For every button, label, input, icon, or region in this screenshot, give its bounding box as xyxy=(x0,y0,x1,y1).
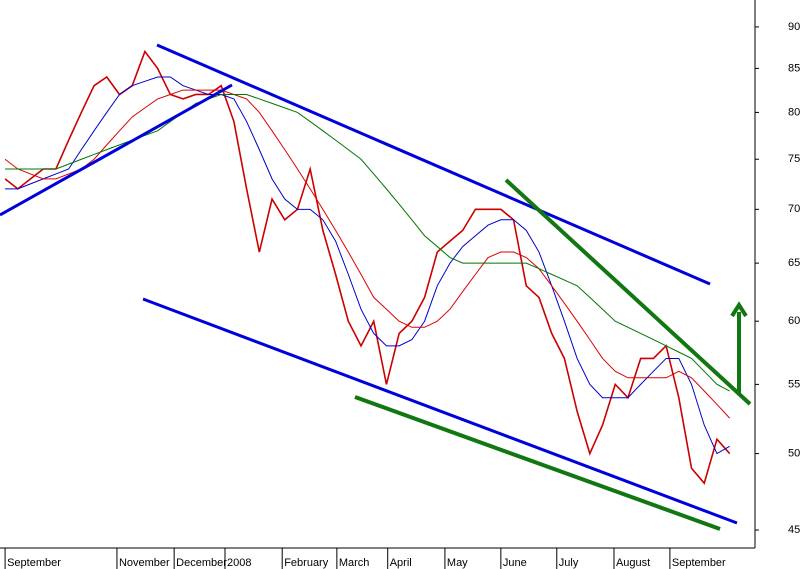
trend-line xyxy=(504,178,752,406)
moving-average xyxy=(4,89,731,419)
moving-average xyxy=(5,93,730,392)
y-tick-label: 45 xyxy=(788,524,800,536)
x-tick-label: November xyxy=(119,557,170,569)
y-tick-label: 85 xyxy=(788,62,800,74)
trend-line xyxy=(0,83,233,217)
y-tick-label: 65 xyxy=(788,257,800,269)
x-tick-label: May xyxy=(447,557,468,569)
y-tick-label: 60 xyxy=(788,315,800,327)
y-tick-label: 50 xyxy=(788,447,800,459)
trend-line xyxy=(354,395,721,531)
moving-average xyxy=(5,76,730,455)
x-tick-label: December xyxy=(176,557,227,569)
y-tick-label: 80 xyxy=(788,106,800,118)
x-tick-label: September xyxy=(672,557,726,569)
x-tick-label: September xyxy=(7,557,61,569)
arrow-head xyxy=(730,301,748,318)
y-tick-label: 55 xyxy=(788,378,800,390)
x-tick-label: June xyxy=(503,557,527,569)
y-tick-label: 90 xyxy=(788,21,800,33)
x-tick-label: February xyxy=(284,557,329,569)
x-tick-label: July xyxy=(559,557,579,569)
plot-area xyxy=(4,49,731,485)
trend-lines xyxy=(0,43,752,531)
trend-line xyxy=(142,297,738,525)
trend-line xyxy=(156,43,711,286)
x-tick-label: March xyxy=(339,557,370,569)
x-tick-label: April xyxy=(390,557,412,569)
y-tick-label: 70 xyxy=(788,203,800,215)
x-tick-label: 2008 xyxy=(227,557,251,569)
y-tick-label: 75 xyxy=(788,153,800,165)
x-tick-label: August xyxy=(616,557,650,569)
